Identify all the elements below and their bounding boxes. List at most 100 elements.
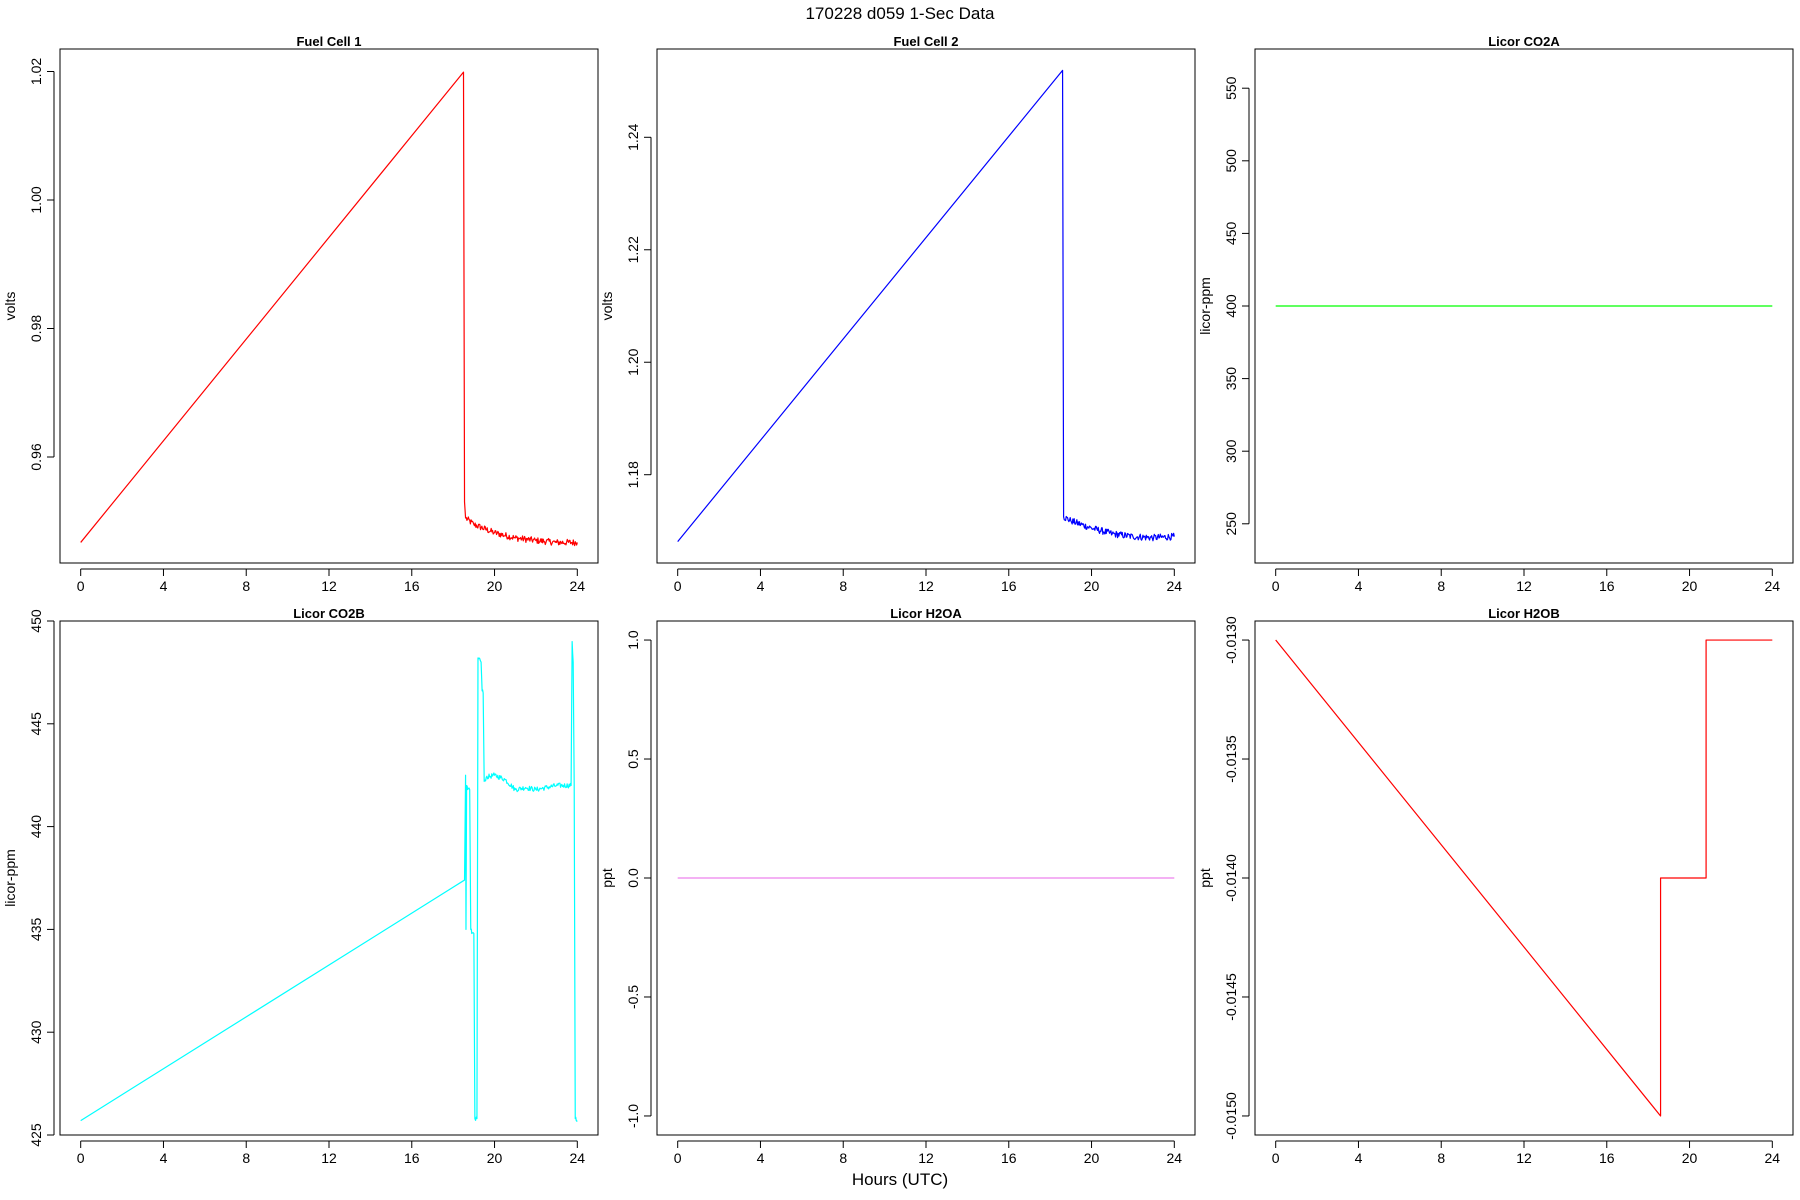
x-tick-label: 8	[839, 1150, 847, 1166]
x-tick-label: 4	[757, 1150, 765, 1166]
y-tick-label: 440	[28, 815, 44, 839]
y-tick-label: 1.24	[625, 123, 641, 150]
plot-frame	[1254, 48, 1794, 564]
panel-3: Licor CO2A 0 4 8 12 16 20 24 250 300 350 400 450 500 5…	[1197, 34, 1794, 594]
y-axis-label: ppt	[1197, 868, 1213, 888]
y-tick-label: 0.0	[625, 868, 641, 888]
x-tick-label: 12	[321, 1150, 337, 1166]
plot-frame	[656, 620, 1196, 1136]
y-tick-label: 1.00	[28, 186, 44, 213]
x-tick-label: 20	[487, 1150, 503, 1166]
x-tick-label: 8	[1437, 578, 1445, 594]
y-axis-label: licor-ppm	[1197, 277, 1213, 335]
x-tick-label: 8	[839, 578, 847, 594]
x-tick-label: 8	[242, 1150, 250, 1166]
y-tick-label: 0.98	[28, 315, 44, 342]
x-tick-label: 4	[160, 1150, 168, 1166]
x-tick-label: 16	[1599, 578, 1615, 594]
panel-title: Licor H2OA	[890, 606, 962, 621]
x-tick-label: 16	[1001, 578, 1017, 594]
y-axis-label: volts	[599, 292, 615, 321]
y-tick-label: -0.0130	[1223, 616, 1239, 664]
x-tick-label: 4	[160, 578, 168, 594]
y-tick-label: 0.96	[28, 443, 44, 470]
x-tick-label: 8	[242, 578, 250, 594]
x-tick-label: 0	[1272, 1150, 1280, 1166]
x-tick-label: 20	[1682, 578, 1698, 594]
x-tick-label: 4	[1355, 1150, 1363, 1166]
x-tick-label: 24	[1167, 578, 1183, 594]
y-tick-label: 1.0	[625, 630, 641, 650]
y-axis-label: ppt	[599, 868, 615, 888]
series-line-1	[80, 71, 578, 547]
x-tick-label: 12	[918, 1150, 934, 1166]
x-tick-label: 8	[1437, 1150, 1445, 1166]
figure-title: 170228 d059 1-Sec Data	[805, 4, 995, 23]
panel-6: Licor H2OB 0 4 8 12 16 20 24 -0.0150 -0.0145 -0.01…	[1197, 606, 1794, 1166]
y-tick-label: -0.0135	[1223, 735, 1239, 783]
y-tick-label: 430	[28, 1020, 44, 1044]
plot-frame	[1254, 620, 1794, 1136]
x-tick-label: 12	[918, 578, 934, 594]
y-axis-label: volts	[2, 292, 18, 321]
x-tick-label: 20	[1084, 1150, 1100, 1166]
panel-title: Licor H2OB	[1488, 606, 1560, 621]
panel-title: Licor CO2B	[293, 606, 365, 621]
x-tick-label: 24	[1765, 578, 1781, 594]
x-tick-label: 0	[674, 578, 682, 594]
panel-title: Fuel Cell 2	[893, 34, 958, 49]
x-axis-label: Hours (UTC)	[852, 1170, 948, 1189]
panel-5: Licor H2OA 0 4 8 12 16 20 24 -1.0 -0.5 0.0 0.5 1.0 pp…	[599, 606, 1196, 1166]
x-tick-label: 12	[321, 578, 337, 594]
series-line-1	[677, 69, 1175, 543]
x-tick-label: 24	[570, 1150, 586, 1166]
y-tick-label: 500	[1223, 149, 1239, 173]
y-tick-label: 425	[28, 1123, 44, 1147]
y-tick-label: 450	[28, 609, 44, 633]
y-tick-label: 1.18	[625, 461, 641, 488]
y-tick-label: -0.0140	[1223, 854, 1239, 902]
x-tick-label: 4	[757, 578, 765, 594]
x-tick-label: 16	[404, 578, 420, 594]
y-tick-label: -1.0	[625, 1104, 641, 1128]
x-tick-label: 0	[77, 578, 85, 594]
panel-4: Licor CO2B 0 4 8 12 16 20 24 425 430 435 440 445 450 l…	[2, 606, 599, 1166]
x-tick-label: 16	[1599, 1150, 1615, 1166]
x-tick-label: 0	[1272, 578, 1280, 594]
x-tick-label: 20	[487, 578, 503, 594]
y-tick-label: 350	[1223, 367, 1239, 391]
plot-frame	[656, 48, 1196, 564]
y-tick-label: 450	[1223, 222, 1239, 246]
x-tick-label: 20	[1084, 578, 1100, 594]
y-tick-label: -0.0145	[1223, 973, 1239, 1021]
y-axis-label: licor-ppm	[2, 849, 18, 907]
x-tick-label: 16	[404, 1150, 420, 1166]
y-tick-label: 1.20	[625, 348, 641, 375]
x-tick-label: 24	[1167, 1150, 1183, 1166]
x-tick-label: 24	[570, 578, 586, 594]
y-tick-label: 550	[1223, 76, 1239, 100]
x-tick-label: 16	[1001, 1150, 1017, 1166]
y-tick-label: -0.5	[625, 985, 641, 1009]
series-line-1	[1275, 639, 1773, 1117]
x-tick-label: 0	[77, 1150, 85, 1166]
panels: Fuel Cell 10 4 8 12 16 20 240.960.981.001.02vo…	[2, 34, 1794, 1166]
x-tick-label: 12	[1516, 1150, 1532, 1166]
y-tick-label: 250	[1223, 512, 1239, 536]
x-tick-label: 12	[1516, 578, 1532, 594]
x-tick-label: 0	[674, 1150, 682, 1166]
y-tick-label: 445	[28, 712, 44, 736]
x-tick-label: 4	[1355, 578, 1363, 594]
plot-frame	[59, 620, 599, 1136]
x-tick-label: 20	[1682, 1150, 1698, 1166]
panel-1: Fuel Cell 1 0 4 8 12 16 20 24 0.96 0.98 1.00 1.02 vo…	[2, 34, 599, 594]
x-tick-label: 24	[1765, 1150, 1781, 1166]
y-tick-label: 300	[1223, 439, 1239, 463]
series-line-1	[80, 640, 578, 1122]
y-tick-label: 0.5	[625, 749, 641, 769]
y-tick-label: 1.02	[28, 58, 44, 85]
y-tick-label: 435	[28, 918, 44, 942]
panel-title: Licor CO2A	[1488, 34, 1560, 49]
y-tick-label: -0.0150	[1223, 1092, 1239, 1140]
